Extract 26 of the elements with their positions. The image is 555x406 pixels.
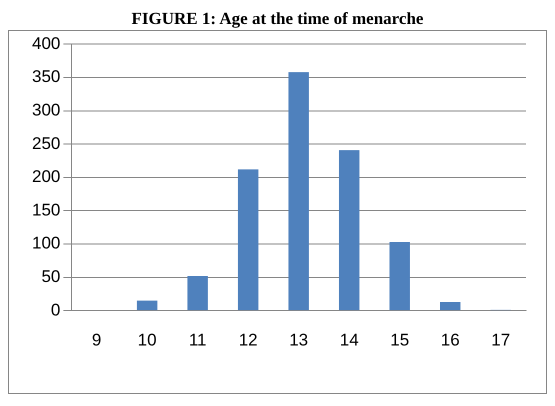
x-tick-label: 14 [340, 330, 359, 350]
bar [440, 302, 460, 310]
bar [389, 242, 410, 310]
y-tick-label: 0 [50, 300, 60, 320]
y-tick-label: 400 [32, 34, 60, 53]
x-tick-label: 9 [92, 330, 102, 350]
x-tick-label: 12 [238, 330, 258, 350]
bar [338, 150, 360, 310]
y-tick-label: 300 [32, 100, 60, 120]
x-tick-label: 15 [390, 330, 410, 350]
bar [238, 169, 258, 310]
y-tick-label: 150 [32, 200, 60, 220]
x-tick-label: 10 [138, 330, 157, 350]
chart-title: FIGURE 1: Age at the time of menarche [130, 8, 424, 30]
x-tick-label: 13 [289, 330, 308, 350]
x-tick-label: 16 [440, 330, 460, 350]
y-tick-label: 350 [32, 67, 60, 86]
y-tick-label: 200 [32, 167, 60, 186]
bar [187, 276, 208, 310]
x-tick-label: 17 [491, 330, 510, 350]
y-tick-label: 250 [32, 134, 60, 153]
bar [136, 300, 158, 310]
y-tick-label: 100 [32, 234, 60, 253]
x-tick-label: 11 [188, 330, 206, 350]
y-tick-label: 50 [41, 266, 60, 286]
bar [288, 72, 309, 310]
